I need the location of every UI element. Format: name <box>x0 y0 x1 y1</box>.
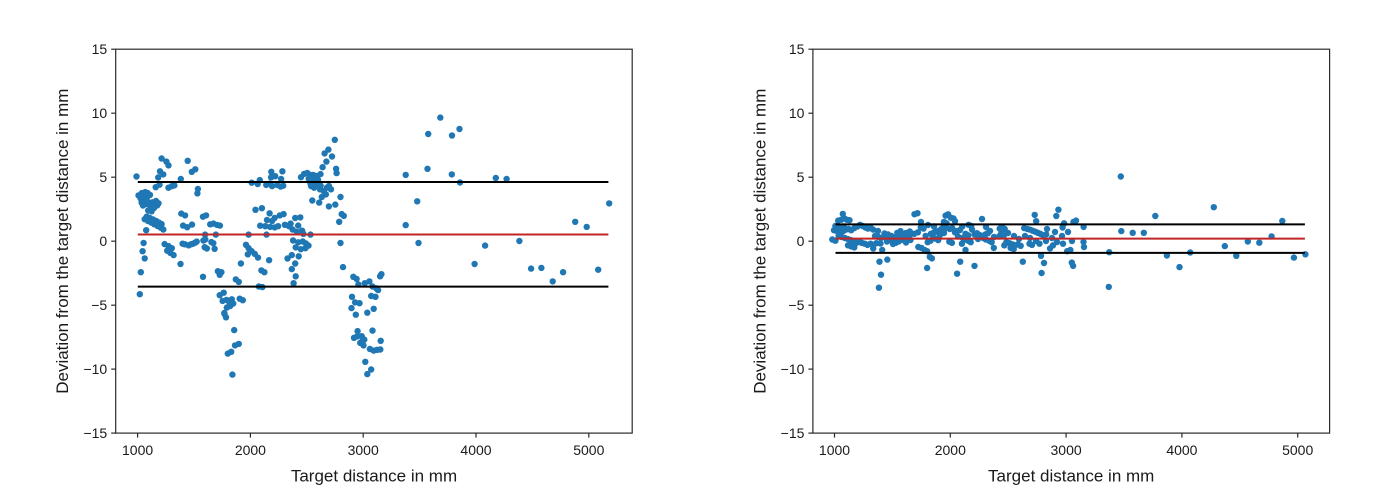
svg-text:0: 0 <box>99 233 107 249</box>
svg-text:2000: 2000 <box>935 442 966 458</box>
svg-text:1000: 1000 <box>122 442 153 458</box>
svg-text:1000: 1000 <box>819 442 850 458</box>
svg-text:0: 0 <box>797 233 805 249</box>
svg-text:5000: 5000 <box>1282 442 1313 458</box>
svg-text:Target distance in mm: Target distance in mm <box>988 467 1154 486</box>
svg-text:−15: −15 <box>781 425 805 441</box>
svg-text:10: 10 <box>789 105 805 121</box>
svg-text:Deviation from the target dist: Deviation from the target distance in mm <box>53 89 72 394</box>
svg-text:15: 15 <box>92 41 108 57</box>
svg-text:4000: 4000 <box>1166 442 1197 458</box>
svg-text:10: 10 <box>92 105 108 121</box>
svg-text:−10: −10 <box>83 361 107 377</box>
svg-text:5: 5 <box>99 169 107 185</box>
svg-text:3000: 3000 <box>1051 442 1082 458</box>
svg-text:−5: −5 <box>788 297 804 313</box>
svg-text:−15: −15 <box>83 425 107 441</box>
svg-text:4000: 4000 <box>460 442 491 458</box>
svg-text:−10: −10 <box>781 361 805 377</box>
svg-text:5: 5 <box>797 169 805 185</box>
svg-text:−5: −5 <box>91 297 107 313</box>
svg-text:5000: 5000 <box>573 442 604 458</box>
svg-text:Target distance in mm: Target distance in mm <box>291 467 457 486</box>
svg-text:3000: 3000 <box>348 442 379 458</box>
svg-text:Deviation from the target dist: Deviation from the target distance in mm <box>750 89 769 394</box>
svg-text:2000: 2000 <box>235 442 266 458</box>
svg-text:15: 15 <box>789 41 805 57</box>
